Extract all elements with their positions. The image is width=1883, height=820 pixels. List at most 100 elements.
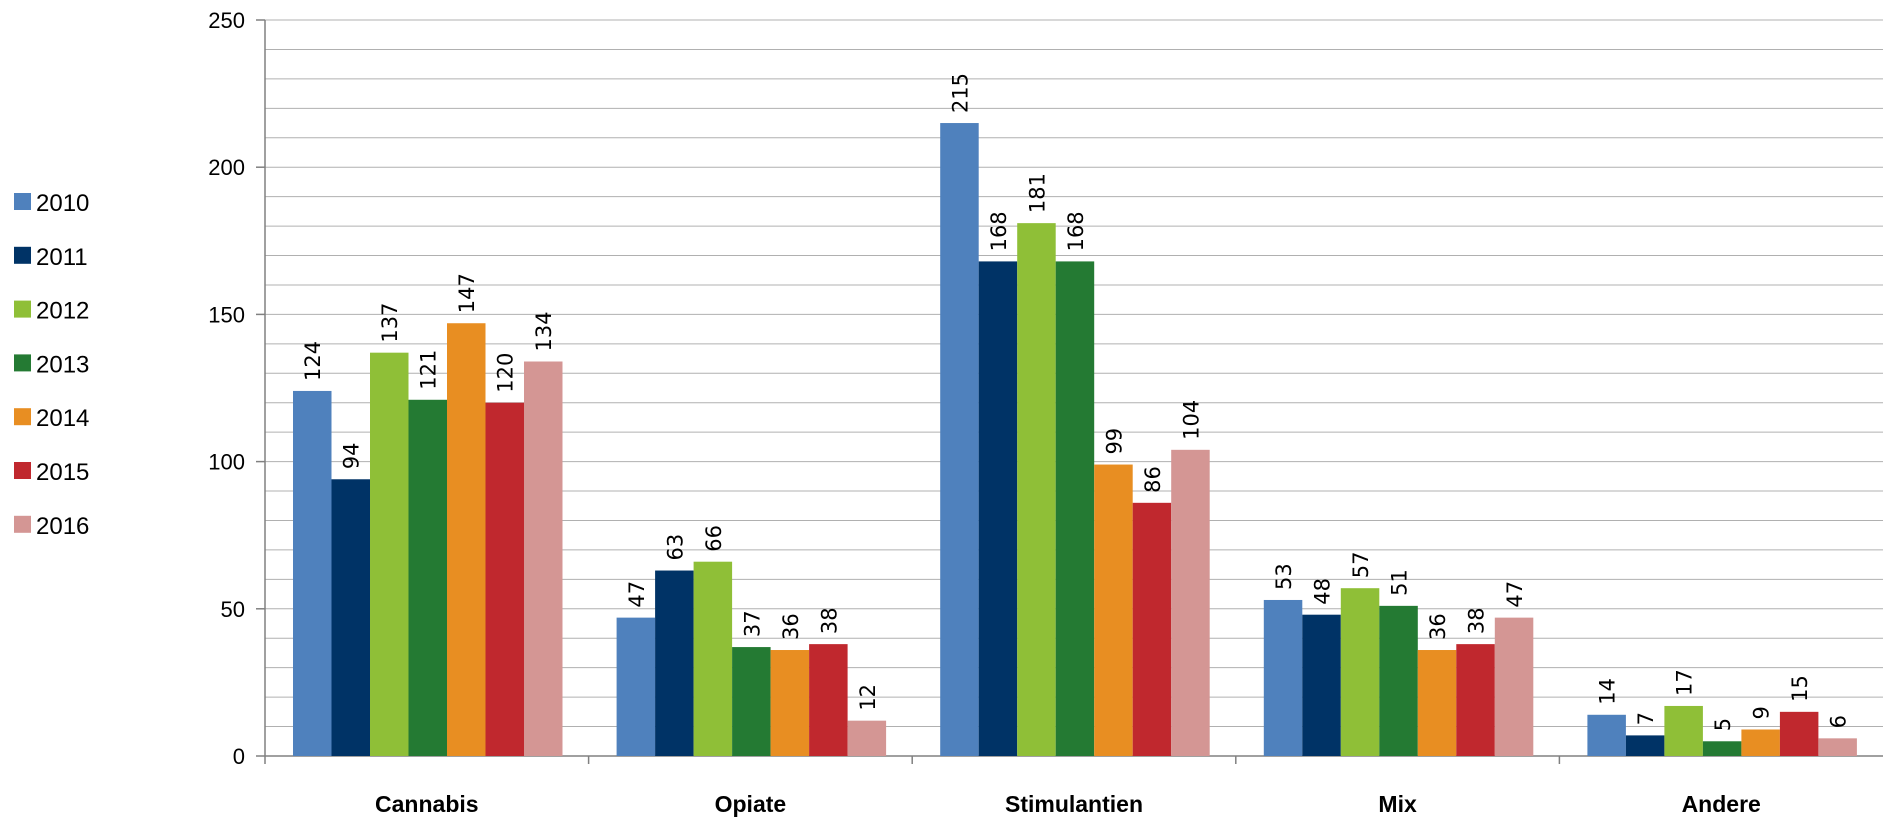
legend-label: 2015	[36, 459, 89, 486]
bar	[616, 617, 656, 756]
y-tick-label: 250	[208, 8, 245, 33]
bar	[1494, 617, 1534, 756]
legend-label: 2016	[36, 513, 89, 540]
y-axis: 0 50 100 150 200 250	[208, 8, 266, 769]
bar	[940, 123, 979, 757]
y-tick-label: 200	[208, 155, 245, 180]
data-label: 124	[301, 341, 325, 381]
bar	[1417, 650, 1457, 756]
bar	[1132, 502, 1172, 756]
y-tick-label: 100	[208, 450, 245, 475]
bar	[732, 647, 771, 756]
data-label: 38	[817, 607, 841, 634]
legend-swatch	[14, 408, 31, 426]
legend-label: 2011	[36, 244, 88, 271]
bar	[1456, 644, 1495, 756]
category-label: Opiate	[715, 791, 787, 817]
legend-swatch	[14, 246, 31, 264]
bar	[447, 323, 486, 756]
bar	[1171, 449, 1210, 756]
data-label: 12	[856, 684, 880, 711]
data-label: 53	[1272, 563, 1296, 590]
data-label: 37	[740, 610, 764, 637]
data-label: 36	[1426, 613, 1450, 640]
bar	[1017, 223, 1056, 757]
data-label: 137	[378, 303, 402, 343]
bar	[1702, 741, 1742, 756]
bar	[847, 720, 887, 756]
bar	[1779, 711, 1819, 756]
data-label: 99	[1102, 428, 1126, 455]
y-tick-label: 0	[233, 744, 245, 769]
bar	[978, 261, 1018, 756]
data-label: 66	[702, 525, 726, 552]
bar	[524, 361, 563, 756]
bar	[770, 650, 810, 756]
bar	[1302, 614, 1341, 756]
legend-swatch	[14, 193, 31, 210]
data-label: 181	[1025, 173, 1049, 213]
legend-label: 2012	[36, 298, 89, 325]
bar	[655, 570, 694, 756]
data-label: 120	[494, 353, 518, 393]
bar	[370, 352, 409, 756]
data-label: 57	[1349, 551, 1373, 578]
bar	[1094, 464, 1133, 756]
data-label: 104	[1179, 400, 1203, 440]
legend: 2010 2011 2012 2013 2014 2015 2016	[14, 190, 89, 540]
legend-label: 2014	[36, 405, 89, 432]
data-label: 5	[1711, 718, 1735, 731]
bar	[693, 561, 733, 756]
bar	[331, 479, 370, 756]
data-label: 86	[1141, 466, 1165, 493]
data-label: 36	[779, 613, 803, 640]
bar	[1263, 599, 1303, 756]
data-label: 121	[417, 350, 441, 390]
y-tick-label: 50	[221, 597, 245, 622]
data-label: 168	[1064, 211, 1088, 251]
data-label: 6	[1827, 715, 1851, 728]
category-label: Stimulantien	[1005, 791, 1143, 817]
bar	[408, 399, 447, 756]
data-label: 14	[1596, 678, 1620, 705]
data-label: 17	[1673, 669, 1697, 696]
legend-swatch	[14, 515, 31, 533]
legend-swatch	[14, 354, 31, 372]
x-axis: Cannabis Opiate Stimulantien Mix Andere	[264, 755, 1883, 817]
bar	[1664, 705, 1703, 756]
category-label: Andere	[1682, 791, 1761, 817]
data-label: 134	[532, 311, 556, 351]
bar	[1625, 735, 1665, 756]
data-label: 9	[1750, 706, 1774, 719]
data-label: 51	[1388, 569, 1412, 596]
data-label: 7	[1634, 712, 1658, 725]
data-label: 47	[1503, 581, 1527, 608]
legend-label: 2013	[36, 351, 89, 378]
bar	[1741, 729, 1780, 756]
data-label: 15	[1788, 675, 1812, 702]
bars	[293, 123, 1857, 757]
legend-label: 2010	[36, 190, 89, 217]
data-label: 47	[625, 581, 649, 608]
data-label: 63	[663, 534, 687, 561]
bar	[293, 390, 332, 756]
y-tick-label: 150	[208, 302, 245, 327]
data-label: 94	[340, 443, 364, 470]
bar	[1055, 261, 1095, 756]
category-label: Mix	[1378, 791, 1417, 817]
data-label: 147	[455, 273, 479, 313]
data-label: 38	[1465, 607, 1489, 634]
legend-swatch	[14, 300, 31, 318]
data-label: 168	[987, 211, 1011, 251]
data-label: 215	[948, 73, 972, 113]
data-label: 48	[1311, 578, 1335, 605]
bar	[1340, 588, 1380, 756]
bar	[1818, 738, 1857, 756]
category-label: Cannabis	[375, 791, 479, 817]
legend-swatch	[14, 462, 31, 479]
bar	[809, 644, 848, 756]
bar	[1587, 714, 1626, 756]
bar	[485, 402, 524, 756]
